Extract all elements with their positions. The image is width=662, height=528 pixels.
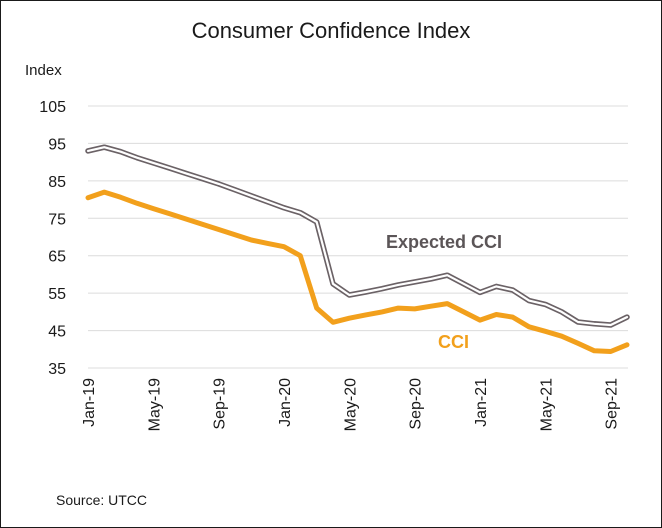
y-tick-label: 45 bbox=[48, 324, 66, 341]
y-tick-label: 75 bbox=[48, 211, 66, 228]
source-note: Source: UTCC bbox=[56, 492, 148, 508]
x-tick-label: Sep-19 bbox=[212, 378, 229, 430]
chart-title: Consumer Confidence Index bbox=[191, 18, 471, 43]
series-line-cci bbox=[85, 189, 630, 354]
y-tick-label: 105 bbox=[39, 99, 66, 116]
x-tick-label: May-21 bbox=[538, 378, 555, 431]
x-tick-label: Sep-21 bbox=[604, 378, 621, 430]
y-tick-label: 85 bbox=[48, 174, 66, 191]
y-tick-label: 35 bbox=[48, 361, 66, 378]
x-tick-label: Jan-20 bbox=[277, 378, 294, 427]
series-lines bbox=[85, 144, 630, 354]
series-label-cci: CCI bbox=[438, 332, 469, 352]
x-tick-label: Sep-20 bbox=[408, 378, 425, 430]
x-tick-labels: Jan-19 May-19 Sep-19 Jan-20 May-20 Sep-20 Jan-… bbox=[81, 378, 621, 431]
y-tick-label: 55 bbox=[48, 286, 66, 303]
series-line-expected-cci bbox=[86, 146, 629, 327]
gridlines bbox=[88, 105, 628, 369]
series-label-expected-cci: Expected CCI bbox=[386, 232, 502, 252]
y-tick-label: 65 bbox=[48, 249, 66, 266]
series-labels: Expected CCI CCI bbox=[386, 232, 502, 352]
series-line-expected-cci-outline bbox=[85, 144, 630, 328]
x-tick-label: Jan-21 bbox=[473, 378, 490, 427]
y-axis-label: Index bbox=[25, 62, 62, 79]
y-tick-labels: 35 45 55 65 75 85 95 105 bbox=[39, 99, 66, 378]
x-tick-label: May-19 bbox=[146, 378, 163, 431]
x-tick-label: May-20 bbox=[342, 378, 359, 431]
x-tick-label: Jan-19 bbox=[81, 378, 98, 427]
y-tick-label: 95 bbox=[48, 136, 66, 153]
